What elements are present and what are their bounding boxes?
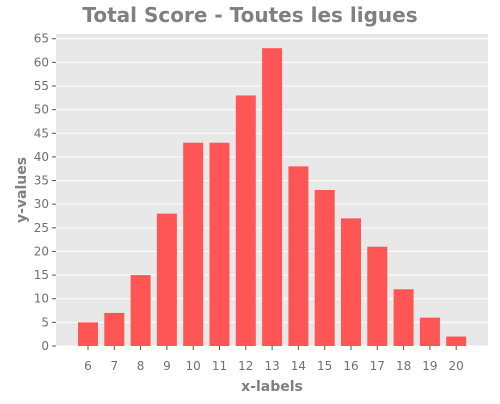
y-tick-label: 20 — [34, 244, 49, 258]
x-tick-label: 14 — [291, 359, 306, 373]
bar-18 — [393, 289, 414, 346]
x-tick-label: 12 — [238, 359, 253, 373]
y-tick-label: 45 — [34, 126, 49, 140]
bar-17 — [367, 246, 388, 346]
y-axis-label: y-values — [14, 157, 30, 223]
x-axis-label: x-labels — [241, 379, 303, 395]
y-tick-label: 40 — [34, 150, 49, 164]
x-tick-label: 7 — [110, 359, 118, 373]
bar-12 — [235, 95, 256, 346]
bar-19 — [419, 317, 440, 346]
x-tick-label: 6 — [84, 359, 92, 373]
bar-14 — [288, 166, 309, 346]
y-tick-label: 30 — [34, 197, 49, 211]
chart-title: Total Score - Toutes les ligues — [82, 3, 417, 27]
y-tick-label: 55 — [34, 79, 49, 93]
x-tick-label: 13 — [264, 359, 279, 373]
x-tick-label: 16 — [343, 359, 358, 373]
bar-16 — [341, 218, 361, 346]
bar-6 — [78, 322, 98, 346]
y-tick-label: 50 — [34, 103, 49, 117]
y-tick-label: 65 — [34, 32, 49, 46]
bars — [78, 48, 467, 346]
y-tick-label: 25 — [34, 221, 49, 235]
bar-8 — [130, 275, 151, 346]
y-tick-label: 5 — [41, 315, 49, 329]
x-tick-label: 9 — [163, 359, 171, 373]
x-tick-label: 18 — [396, 359, 411, 373]
x-tick-label: 15 — [317, 359, 332, 373]
bar-20 — [446, 336, 467, 346]
x-axis-ticks: 6 7 8 9 10 11 12 13 14 15 16 17 18 19 20 — [84, 346, 464, 373]
x-tick-label: 20 — [449, 359, 464, 373]
x-tick-label: 17 — [370, 359, 385, 373]
x-tick-label: 11 — [212, 359, 227, 373]
y-tick-label: 15 — [34, 268, 49, 282]
bar-10 — [183, 142, 204, 346]
bar-11 — [209, 142, 230, 346]
y-tick-label: 60 — [34, 55, 49, 69]
x-tick-label: 8 — [137, 359, 145, 373]
x-tick-label: 10 — [186, 359, 201, 373]
bar-15 — [314, 190, 335, 346]
y-tick-label: 35 — [34, 174, 49, 188]
y-tick-label: 10 — [34, 292, 49, 306]
bar-7 — [104, 312, 125, 346]
bar-13 — [262, 48, 283, 346]
x-tick-label: 19 — [422, 359, 437, 373]
y-tick-label: 0 — [41, 339, 49, 353]
bar-9 — [156, 213, 177, 346]
y-axis-ticks: 0 5 10 15 20 25 30 35 40 45 50 55 60 65 — [34, 32, 56, 353]
